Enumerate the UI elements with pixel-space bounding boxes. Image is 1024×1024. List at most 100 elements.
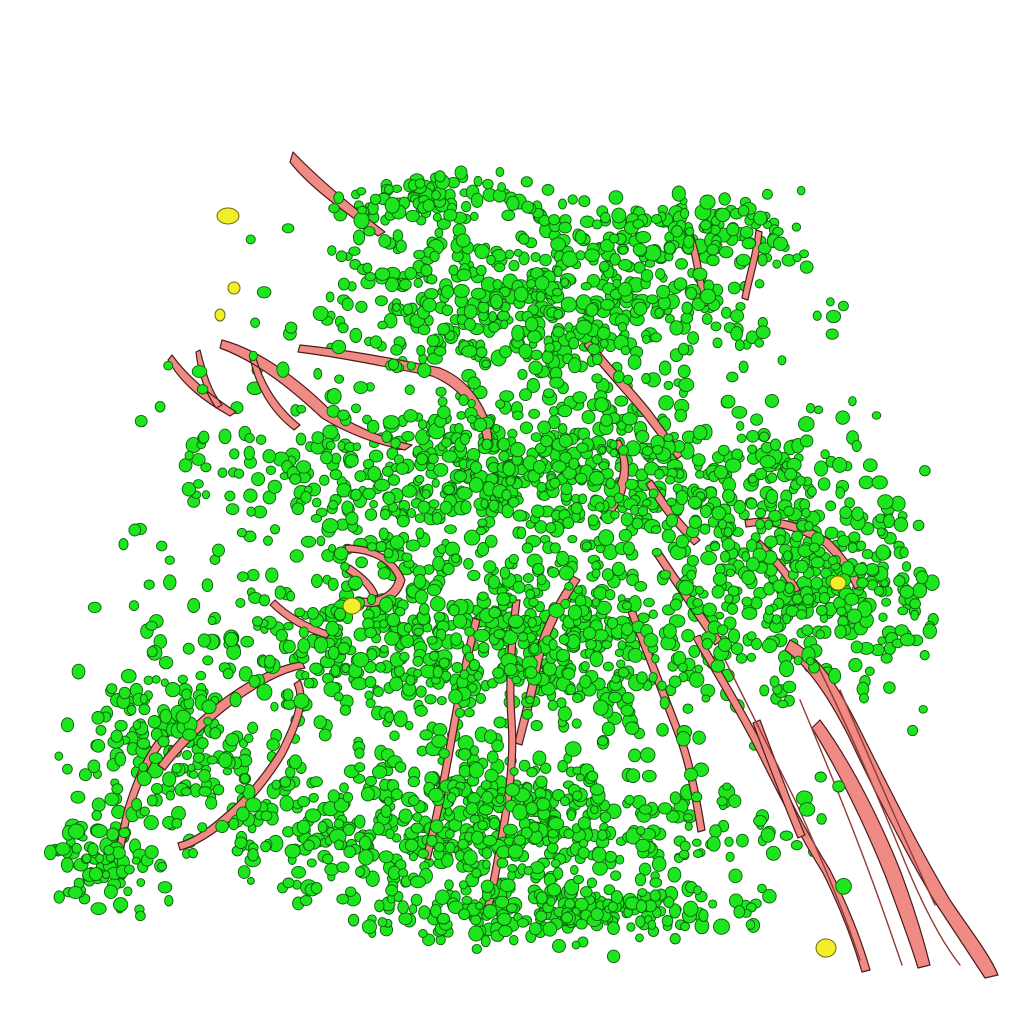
cell-nucleus: [731, 405, 748, 419]
cell-nucleus: [118, 538, 129, 551]
cell-nucleus: [138, 762, 148, 773]
cell-nucleus: [595, 544, 606, 554]
cell-nucleus: [557, 404, 573, 418]
cell-nucleus: [901, 561, 912, 572]
cell-nucleus: [132, 720, 142, 730]
cell-nucleus: [475, 526, 487, 536]
cell-nucleus: [407, 776, 420, 788]
cell-nucleus: [209, 727, 222, 740]
cell-nucleus: [810, 556, 825, 569]
cell-nucleus: [545, 522, 557, 534]
cell-nucleus: [721, 537, 736, 552]
cell-nucleus: [505, 783, 520, 797]
cell-nucleus: [861, 549, 874, 560]
cell-nucleus: [389, 730, 400, 741]
cell-nucleus: [111, 783, 124, 795]
cell-nucleus: [408, 903, 418, 915]
cell-nucleus: [754, 467, 768, 481]
cell-nucleus: [796, 609, 808, 620]
cell-nucleus: [793, 655, 803, 666]
cell-nucleus: [628, 748, 642, 763]
cell-nucleus: [625, 768, 641, 784]
cell-nucleus: [327, 577, 339, 591]
cell-nucleus: [750, 596, 763, 610]
cell-nucleus: [671, 225, 683, 238]
cell-nucleus: [643, 632, 659, 648]
cell-nucleus: [728, 794, 742, 808]
cell-nucleus: [701, 637, 713, 650]
cell-nucleus: [424, 694, 437, 705]
cell-nucleus: [801, 507, 811, 518]
cell-nucleus: [444, 524, 457, 535]
cell-nucleus: [858, 475, 874, 490]
cell-nucleus: [722, 488, 736, 503]
cell-nucleus: [486, 750, 499, 764]
cell-nucleus: [328, 543, 337, 553]
cell-nucleus: [525, 801, 539, 815]
cell-nucleus: [379, 619, 388, 629]
cell-nucleus: [377, 917, 388, 928]
cell-nucleus: [734, 339, 745, 351]
cell-nucleus: [603, 884, 616, 896]
cell-nucleus: [692, 730, 706, 745]
cell-nucleus: [390, 344, 403, 356]
cell-nucleus: [330, 664, 341, 677]
cell-nucleus: [285, 766, 296, 779]
cell-nucleus: [154, 400, 166, 413]
cell-nucleus: [475, 692, 486, 704]
cell-nucleus: [171, 762, 182, 774]
cell-nucleus: [363, 226, 376, 237]
cell-nucleus: [617, 258, 633, 271]
cell-nucleus: [364, 508, 378, 521]
cell-nucleus: [404, 266, 417, 280]
cell-nucleus: [353, 381, 369, 395]
cell-nucleus: [181, 688, 192, 701]
cell-nucleus: [191, 365, 208, 378]
cell-nucleus: [718, 192, 731, 206]
cell-nucleus: [473, 671, 483, 681]
cell-nucleus: [146, 646, 158, 658]
cell-nucleus: [526, 767, 538, 778]
cell-nucleus: [136, 878, 146, 887]
cell-nucleus: [859, 693, 869, 704]
cell-nucleus: [260, 810, 273, 822]
cell-nucleus: [760, 827, 776, 843]
cell-nucleus: [350, 677, 368, 691]
cell-nucleus: [691, 453, 706, 467]
cell-nucleus: [143, 675, 154, 685]
cell-nucleus: [626, 922, 636, 932]
cell-nucleus: [192, 752, 205, 764]
cell-nucleus: [473, 628, 490, 643]
cell-nucleus: [364, 271, 377, 282]
cell-nucleus: [678, 580, 695, 596]
cell-nucleus: [702, 602, 717, 617]
cell-nucleus: [848, 657, 863, 673]
cell-nucleus: [481, 359, 491, 369]
cell-nucleus: [327, 645, 340, 660]
cell-nucleus: [448, 689, 463, 705]
cell-nucleus: [475, 346, 488, 358]
cell-nucleus: [379, 596, 394, 613]
cell-nucleus: [345, 886, 357, 897]
cell-nucleus: [880, 653, 893, 664]
cell-nucleus: [715, 611, 725, 620]
cell-nucleus: [136, 737, 151, 750]
cell-nucleus: [511, 324, 525, 342]
cell-nucleus: [243, 488, 258, 503]
cell-nucleus: [91, 711, 105, 725]
cell-nucleus: [415, 429, 430, 446]
cell-nucleus: [536, 797, 551, 811]
cell-nucleus: [747, 444, 758, 454]
cell-nucleus: [463, 849, 478, 866]
cell-nucleus: [328, 203, 340, 214]
cell-nucleus: [118, 686, 131, 700]
cell-nucleus: [706, 243, 720, 256]
cell-nucleus: [455, 849, 465, 862]
cell-nucleus: [731, 448, 744, 461]
cell-nucleus: [336, 861, 350, 873]
cell-nucleus: [482, 834, 497, 847]
cell-nucleus: [782, 680, 797, 694]
cell-nucleus: [458, 908, 471, 921]
cell-nucleus: [415, 474, 425, 484]
